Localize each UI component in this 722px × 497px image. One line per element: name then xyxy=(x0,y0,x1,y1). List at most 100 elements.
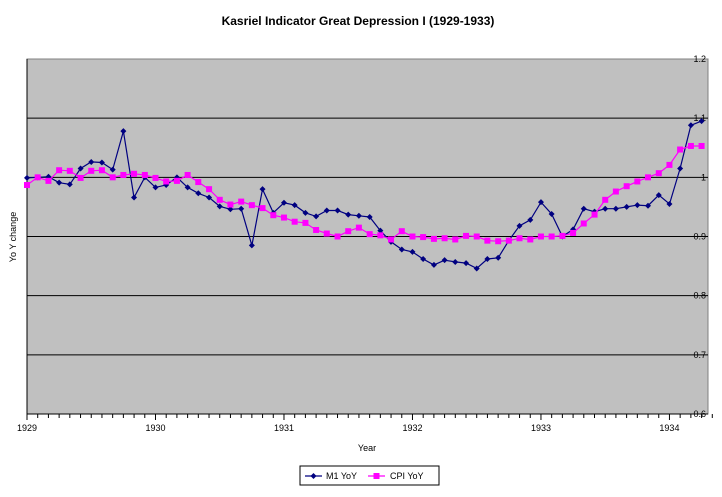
x-tick-label: 1933 xyxy=(531,423,551,433)
data-point xyxy=(345,228,352,235)
data-point xyxy=(323,207,330,214)
data-point xyxy=(109,174,116,181)
y-tick-label: 1 xyxy=(701,172,706,182)
data-point xyxy=(698,118,705,125)
series-1 xyxy=(24,142,705,245)
data-point xyxy=(516,235,523,242)
data-point xyxy=(548,233,555,240)
data-point xyxy=(334,233,341,240)
data-point xyxy=(441,235,448,242)
data-point xyxy=(291,202,298,209)
data-point xyxy=(505,237,512,244)
series-line xyxy=(26,120,702,270)
x-tick-label: 1929 xyxy=(17,423,37,433)
data-point xyxy=(634,202,641,209)
data-point xyxy=(131,170,138,177)
data-point xyxy=(248,242,255,249)
data-point xyxy=(98,159,105,166)
data-point xyxy=(655,192,662,199)
data-point xyxy=(56,167,63,174)
data-point xyxy=(120,171,127,178)
data-point xyxy=(238,198,245,205)
x-axis-ticks: 1929 1930 1931 1932 1933 1934 xyxy=(17,414,713,433)
data-point xyxy=(152,174,159,181)
data-point xyxy=(420,234,427,241)
data-point xyxy=(227,206,234,213)
data-point xyxy=(409,248,416,255)
data-point xyxy=(120,128,127,135)
data-point xyxy=(184,184,191,191)
legend-cpi-marker xyxy=(373,473,380,479)
y-tick-label: 0.9 xyxy=(693,232,706,242)
data-point xyxy=(195,179,202,186)
data-point xyxy=(77,165,84,172)
data-point xyxy=(677,146,684,153)
data-point xyxy=(527,216,534,223)
data-point xyxy=(463,232,470,239)
data-point xyxy=(152,184,159,191)
data-point xyxy=(98,167,105,174)
data-point xyxy=(173,177,180,184)
x-tick-label: 1934 xyxy=(659,423,679,433)
data-point xyxy=(430,261,437,268)
data-point xyxy=(302,219,309,226)
data-point xyxy=(655,170,662,177)
data-point xyxy=(206,186,213,193)
data-point xyxy=(270,212,277,219)
y-axis-label: Yo Y change xyxy=(8,212,18,262)
data-point xyxy=(634,178,641,185)
y-tick-label: 1.2 xyxy=(693,54,706,64)
data-point xyxy=(452,258,459,265)
chart-title: Kasriel Indicator Great Depression I (19… xyxy=(222,14,495,28)
data-point xyxy=(409,233,416,240)
data-point xyxy=(644,202,651,209)
data-point xyxy=(291,218,298,225)
gridlines xyxy=(27,117,708,356)
data-point xyxy=(495,238,502,245)
data-point xyxy=(623,183,630,190)
data-point xyxy=(88,158,95,165)
data-point xyxy=(216,196,223,203)
legend-cpi-label: CPI YoY xyxy=(390,471,424,481)
data-point xyxy=(559,232,566,239)
data-point xyxy=(206,194,213,201)
data-point xyxy=(537,199,544,206)
data-point xyxy=(430,235,437,242)
data-point xyxy=(516,222,523,229)
data-point xyxy=(377,227,384,234)
data-point xyxy=(355,212,362,219)
x-tick-label: 1930 xyxy=(145,423,165,433)
x-axis-label: Year xyxy=(358,443,376,453)
data-point xyxy=(56,179,63,186)
data-point xyxy=(687,142,694,149)
data-point xyxy=(666,161,673,168)
data-point xyxy=(377,232,384,239)
data-point xyxy=(366,231,373,238)
data-point xyxy=(313,213,320,220)
y-tick-label: 0.6 xyxy=(693,409,706,419)
data-point xyxy=(687,122,694,129)
data-point xyxy=(280,199,287,206)
data-point xyxy=(259,205,266,212)
data-point xyxy=(195,190,202,197)
data-point xyxy=(441,257,448,264)
data-point xyxy=(591,211,598,218)
data-point xyxy=(45,177,52,184)
x-tick-label: 1931 xyxy=(274,423,294,433)
data-point xyxy=(666,200,673,207)
data-point xyxy=(323,230,330,237)
x-tick-label: 1932 xyxy=(402,423,422,433)
data-point xyxy=(473,233,480,240)
data-point xyxy=(537,233,544,240)
data-point xyxy=(548,211,555,218)
data-point xyxy=(77,174,84,181)
data-point xyxy=(420,255,427,262)
data-point xyxy=(484,237,491,244)
data-point xyxy=(612,188,619,195)
data-point xyxy=(398,228,405,235)
data-point xyxy=(227,201,234,208)
legend-m1-marker xyxy=(310,473,317,479)
data-point xyxy=(259,186,266,193)
data-point xyxy=(612,205,619,212)
data-point xyxy=(463,260,470,267)
